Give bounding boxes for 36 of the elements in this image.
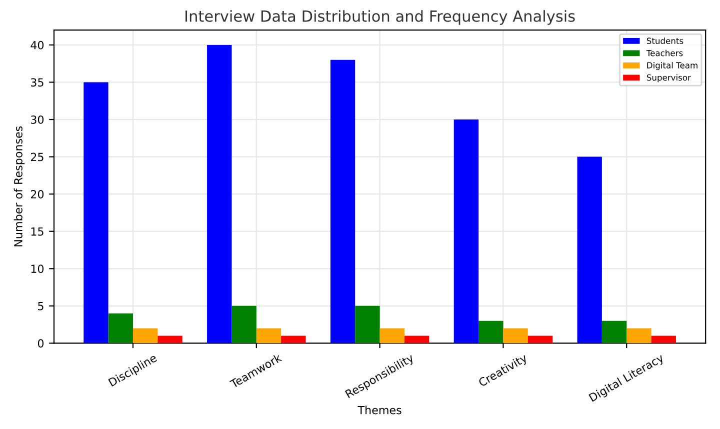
bar bbox=[158, 336, 182, 344]
bar bbox=[281, 336, 306, 344]
bar bbox=[577, 156, 602, 344]
bar bbox=[503, 328, 528, 344]
bar bbox=[478, 320, 504, 344]
y-axis-title: Number of Responses bbox=[14, 126, 25, 246]
bar bbox=[207, 44, 232, 344]
bar bbox=[330, 60, 356, 344]
y-tick-label: 20 bbox=[30, 190, 44, 198]
bar bbox=[380, 328, 404, 344]
bar bbox=[232, 306, 256, 344]
y-tick-label: 15 bbox=[31, 227, 44, 236]
legend-label: Digital Team bbox=[647, 62, 698, 70]
bar bbox=[132, 328, 158, 344]
y-tick-label: 35 bbox=[30, 78, 44, 87]
bar bbox=[602, 320, 627, 344]
x-axis-title: Themes bbox=[358, 406, 402, 414]
bar bbox=[108, 313, 133, 344]
bar bbox=[404, 336, 430, 344]
y-tick-label: 40 bbox=[30, 40, 44, 50]
legend-label: Supervisor bbox=[646, 74, 691, 82]
y-tick-label: 10 bbox=[31, 264, 44, 274]
bar bbox=[355, 306, 380, 344]
bar bbox=[528, 336, 553, 344]
bar bbox=[84, 82, 108, 344]
chart-title: Interview Data Distribution and Frequency Analysis bbox=[186, 10, 575, 25]
y-tick-label: 30 bbox=[30, 115, 44, 124]
y-tick-label: 5 bbox=[38, 302, 44, 310]
bar bbox=[454, 120, 479, 344]
bar bbox=[651, 336, 676, 344]
bar bbox=[626, 328, 652, 344]
y-tick-label: 0 bbox=[38, 339, 44, 348]
legend-label: Students bbox=[646, 38, 684, 44]
legend-label: Teachers bbox=[646, 50, 683, 56]
bar bbox=[256, 328, 282, 344]
y-tick-label: 25 bbox=[30, 152, 44, 162]
